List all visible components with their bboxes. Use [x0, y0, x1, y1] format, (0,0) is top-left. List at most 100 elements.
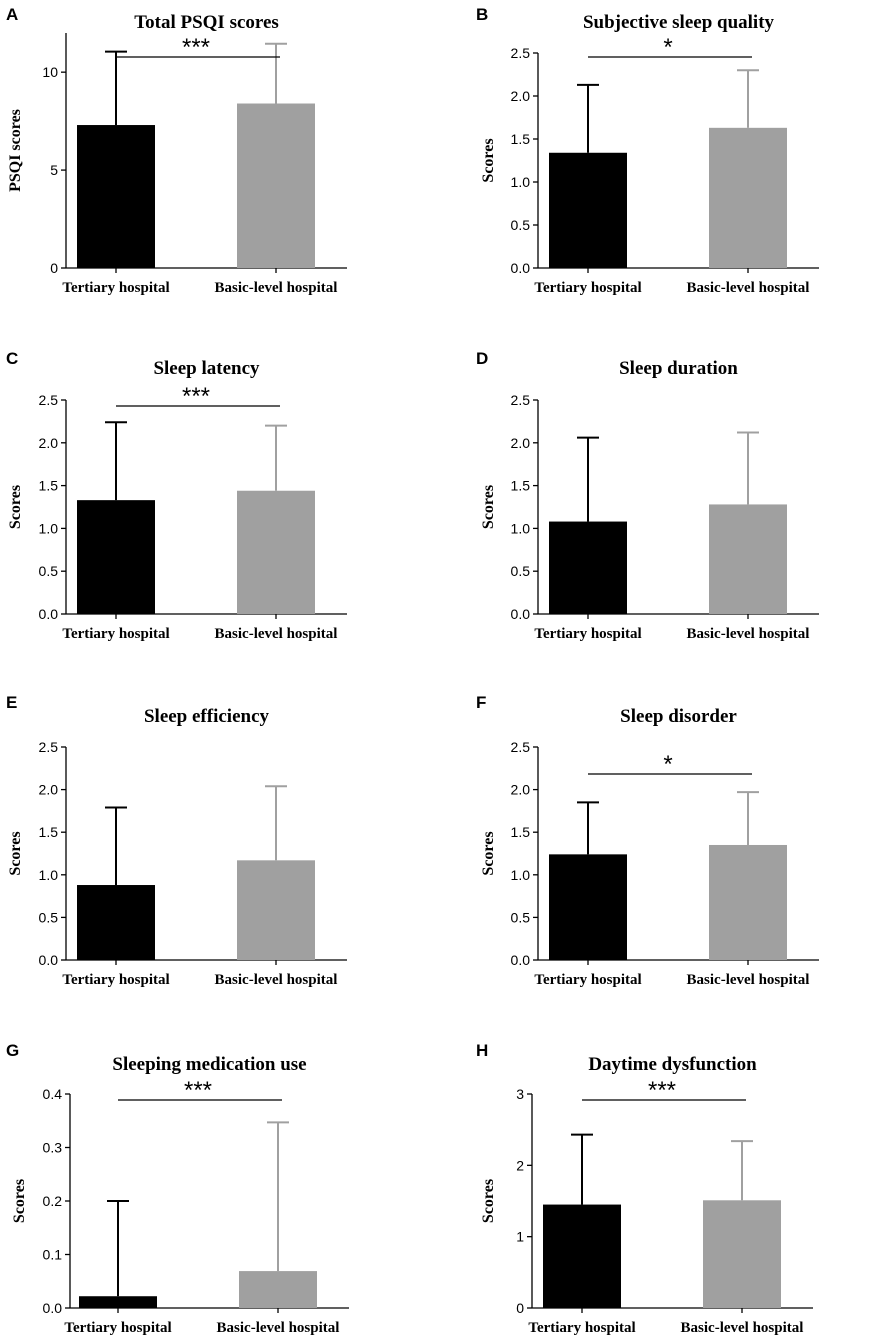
y-tick-label: 1.0 [511, 174, 531, 190]
chart-title: Sleep duration [619, 358, 738, 379]
panel-b: B Subjective sleep quality Scores 0.0 0.5 1.0… [476, 5, 819, 296]
significance-marker: *** [184, 1077, 212, 1104]
y-tick-label: 1.5 [511, 824, 531, 840]
y-axis-label: Scores [7, 485, 24, 529]
panel-letter: G [6, 1041, 19, 1060]
y-axis-label: Scores [480, 1179, 497, 1223]
y-axis-label: Scores [480, 831, 497, 875]
x-tick-label: Tertiary hospital [64, 1320, 171, 1336]
panel-letter: A [6, 5, 18, 24]
y-axis-label: Scores [480, 138, 497, 182]
x-tick-label: Tertiary hospital [62, 972, 169, 988]
y-tick-label: 2 [516, 1157, 524, 1173]
x-tick-label: Basic-level hospital [687, 626, 810, 642]
bar-tertiary [549, 521, 627, 614]
y-tick-label: 2.0 [511, 88, 531, 104]
y-tick-label: 0.2 [43, 1193, 63, 1209]
bar-tertiary [549, 152, 627, 268]
y-tick-label: 0.3 [43, 1140, 63, 1156]
significance-marker: * [663, 34, 672, 61]
y-tick-label: 2.5 [39, 392, 59, 408]
bar-tertiary [549, 854, 627, 960]
bar-basic-level [239, 1271, 317, 1308]
chart-title: Sleep efficiency [144, 706, 270, 727]
y-tick-label: 0.5 [39, 909, 59, 925]
panel-letter: D [476, 349, 488, 368]
y-tick-label: 1.0 [511, 520, 531, 536]
y-tick-label: 1.5 [39, 478, 59, 494]
bar-tertiary [77, 885, 155, 960]
y-tick-label: 1.0 [39, 867, 59, 883]
x-tick-label: Tertiary hospital [62, 626, 169, 642]
y-tick-label: 1.5 [511, 478, 531, 494]
y-tick-label: 0 [50, 260, 58, 276]
y-tick-label: 0.0 [511, 606, 531, 622]
chart-title: Sleeping medication use [112, 1054, 306, 1075]
y-tick-label: 0.5 [511, 909, 531, 925]
panel-e: E Sleep efficiency Scores 0.0 0.5 1.0 1.5 2.0 2.… [6, 693, 347, 988]
y-tick-label: 0.5 [39, 563, 59, 579]
bar-basic-level [709, 844, 787, 960]
y-tick-label: 0.0 [511, 952, 531, 968]
panel-g: G Sleeping medication use Scores 0.0 0.1 0.2 0… [6, 1041, 349, 1336]
panel-letter: C [6, 349, 18, 368]
x-tick-label: Tertiary hospital [534, 280, 641, 296]
y-tick-label: 2.0 [511, 782, 531, 798]
chart-title: Sleep disorder [620, 706, 737, 727]
y-axis-label: PSQI scores [7, 109, 24, 192]
x-tick-label: Basic-level hospital [217, 1320, 340, 1336]
y-tick-label: 0 [516, 1300, 524, 1316]
y-tick-label: 1.5 [511, 131, 531, 147]
y-tick-label: 0.4 [43, 1086, 63, 1102]
x-tick-label: Tertiary hospital [534, 972, 641, 988]
bar-tertiary [79, 1296, 157, 1308]
y-tick-label: 1.0 [511, 867, 531, 883]
panel-h: H Daytime dysfunction Scores 0 1 2 3 Tertiary h… [476, 1041, 813, 1336]
significance-marker: *** [182, 34, 210, 61]
x-tick-label: Basic-level hospital [687, 280, 810, 296]
bar-tertiary [543, 1204, 621, 1308]
bar-tertiary [77, 125, 155, 269]
panel-a: A Total PSQI scores PSQI scores 0 5 10 Tertiar… [6, 5, 347, 296]
y-axis-label: Scores [7, 831, 24, 875]
bar-basic-level [709, 127, 787, 268]
significance-marker: * [663, 751, 672, 778]
panel-f: F Sleep disorder Scores 0.0 0.5 1.0 1.5 2.0 2.5 T… [476, 693, 819, 988]
y-tick-label: 3 [516, 1086, 524, 1102]
panel-d: D Sleep duration Scores 0.0 0.5 1.0 1.5 2.0 2.5 T… [476, 349, 819, 642]
bar-tertiary [77, 500, 155, 614]
y-tick-label: 2.0 [511, 435, 531, 451]
significance-marker: *** [182, 383, 210, 410]
y-tick-label: 0.5 [511, 563, 531, 579]
bar-basic-level [237, 103, 315, 268]
y-tick-label: 2.0 [39, 435, 59, 451]
significance-marker: *** [648, 1077, 676, 1104]
y-tick-label: 1.0 [39, 520, 59, 536]
y-tick-label: 0.0 [511, 260, 531, 276]
chart-title: Daytime dysfunction [588, 1054, 757, 1075]
y-tick-label: 0.1 [43, 1247, 63, 1263]
y-tick-label: 1.5 [39, 824, 59, 840]
x-tick-label: Basic-level hospital [215, 972, 338, 988]
panel-letter: E [6, 693, 17, 712]
y-tick-label: 1 [516, 1229, 524, 1245]
panel-letter: B [476, 5, 488, 24]
y-tick-label: 10 [42, 64, 58, 80]
x-tick-label: Basic-level hospital [687, 972, 810, 988]
bar-basic-level [237, 490, 315, 614]
y-axis-label: Scores [480, 485, 497, 529]
y-axis-label: Scores [11, 1179, 28, 1223]
y-tick-label: 2.0 [39, 782, 59, 798]
y-tick-label: 2.5 [39, 739, 59, 755]
y-tick-label: 0.0 [39, 952, 59, 968]
chart-title: Subjective sleep quality [583, 12, 775, 33]
y-tick-label: 0.0 [39, 606, 59, 622]
chart-title: Total PSQI scores [134, 12, 279, 33]
x-tick-label: Basic-level hospital [215, 280, 338, 296]
y-tick-label: 2.5 [511, 45, 531, 61]
bar-basic-level [709, 504, 787, 614]
chart-title: Sleep latency [153, 358, 260, 379]
bar-basic-level [703, 1200, 781, 1308]
panel-letter: F [476, 693, 486, 712]
